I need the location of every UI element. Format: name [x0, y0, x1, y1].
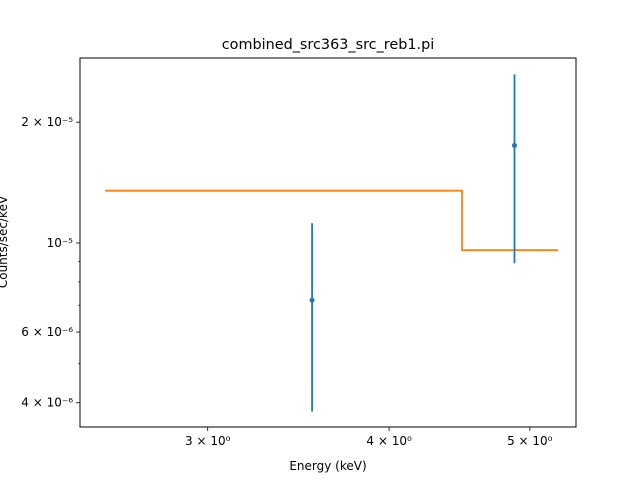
x-tick-label: 3 × 10⁰ [185, 434, 231, 448]
y-axis-label: Counts/sec/keV [0, 195, 10, 288]
y-tick-label: 2 × 10⁻⁵ [21, 115, 73, 129]
x-axis-label: Energy (keV) [289, 459, 366, 473]
data-point [309, 297, 315, 303]
y-axis-ticks: 4 × 10⁻⁶ 6 × 10⁻⁶ 10⁻⁵ 2 × 10⁻⁵ [21, 115, 80, 410]
chart-title: combined_src363_src_reb1.pi [222, 37, 435, 53]
x-axis-ticks: 3 × 10⁰ 4 × 10⁰ 5 × 10⁰ [185, 427, 553, 448]
y-tick-label: 4 × 10⁻⁶ [21, 396, 73, 410]
model-step-line [105, 189, 559, 251]
x-tick-label: 4 × 10⁰ [366, 434, 412, 448]
data-point [511, 142, 517, 148]
y-tick-label: 6 × 10⁻⁶ [21, 325, 73, 339]
plot-area [105, 74, 559, 412]
plot-frame [79, 57, 577, 428]
y-tick-label: 10⁻⁵ [47, 236, 74, 250]
x-tick-label: 5 × 10⁰ [507, 434, 553, 448]
